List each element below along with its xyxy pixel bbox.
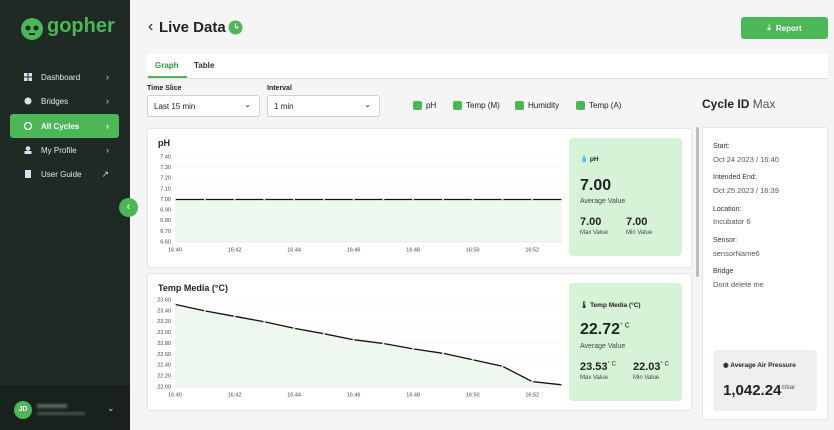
checkbox-label: Temp (M) — [466, 101, 500, 110]
stat-max: 23.53° C — [580, 361, 616, 373]
field-value: Oct 24 2023 / 16:40 — [713, 155, 779, 164]
tab-bar — [147, 54, 828, 79]
stat-average: 7.00 — [580, 177, 612, 194]
stat-max: 7.00 — [580, 216, 602, 228]
pressure-label-text: Average Air Pressure — [730, 362, 796, 369]
page-title: Live Data — [159, 19, 226, 36]
pressure-label: ◉ Average Air Pressure — [723, 362, 796, 369]
stat-card: 💧 pH 7.00 Average Value 7.00 Max Value 7… — [569, 138, 682, 256]
checkbox-label: Temp (A) — [589, 101, 622, 110]
cycle-label: Cycle ID — [702, 97, 750, 111]
stat-caption: Min Value — [633, 375, 660, 381]
back-arrow[interactable]: ‹ — [148, 18, 154, 35]
menu-item[interactable]: Bridges › — [10, 89, 119, 113]
stat-caption: Max Value — [580, 375, 608, 381]
menu-item[interactable]: Dashboard › — [10, 65, 119, 89]
time-slice-select[interactable]: Last 15 min ⌄ — [147, 95, 260, 117]
field-label: Sensor: — [713, 237, 738, 244]
menu-item[interactable]: All Cycles › — [10, 114, 119, 138]
filter-label: Time Slice — [147, 85, 182, 92]
avatar: JD — [14, 401, 32, 419]
stat-name-text: Temp Media (°C) — [590, 302, 641, 309]
cycle-id: Max — [752, 97, 776, 111]
stat-card: 🌡 Temp Media (°C) 22.72° C Average Value… — [569, 283, 682, 401]
report-label: Report — [775, 23, 802, 33]
menu-label: User Guide — [41, 169, 82, 179]
menu-label: Bridges — [41, 96, 69, 106]
checkbox-label: Humidity — [528, 101, 560, 110]
user-chevron: ⌄ — [107, 403, 115, 413]
stat-caption: Average Value — [580, 343, 626, 350]
unit: ° C — [620, 322, 630, 330]
unit: ° C — [660, 361, 669, 368]
field-label: Location: — [713, 206, 742, 213]
pressure-number: 1,042.24 — [723, 382, 782, 399]
checkbox-label: pH — [426, 101, 437, 110]
field-label: Start: — [713, 143, 730, 150]
stat-max-value: 23.53 — [580, 361, 608, 373]
menu-item[interactable]: My Profile › — [10, 138, 119, 162]
scrollbar[interactable] — [696, 127, 699, 277]
select-value: Last 15 min — [154, 102, 196, 111]
interval-select[interactable]: 1 min ⌄ — [267, 95, 380, 117]
cycle-panel: Start: Oct 24 2023 / 16:40 Intended End:… — [702, 127, 828, 420]
stat-name-text: pH — [589, 156, 599, 163]
stat-min: 22.03° C — [633, 361, 669, 373]
stat-caption: Average Value — [580, 198, 626, 205]
tab[interactable]: Table — [194, 61, 215, 70]
filter-label: Interval — [267, 85, 292, 92]
field-label: Bridge — [713, 268, 734, 275]
stat-name: 🌡 Temp Media (°C) — [580, 302, 641, 309]
field-value: Oct 25 2023 / 16:39 — [713, 186, 779, 195]
live-icon — [228, 20, 243, 35]
stat-average: 22.72° C — [580, 321, 630, 339]
menu-label: All Cycles — [41, 121, 80, 131]
field-label: Intended End: — [713, 174, 757, 181]
menu-label: My Profile — [41, 145, 77, 155]
checkbox[interactable]: Temp (A) — [576, 101, 621, 110]
checkbox[interactable]: Humidity — [515, 101, 559, 110]
stat-average-value: 22.72 — [580, 321, 621, 338]
user-area[interactable]: JD ⌄ — [0, 385, 130, 430]
cycle-heading: Cycle ID Max — [702, 97, 775, 111]
menu-item[interactable]: User Guide ↗ — [10, 162, 119, 186]
stat-caption: Min Value — [626, 230, 653, 236]
checkbox[interactable]: pH — [413, 101, 436, 110]
select-value: 1 min — [274, 102, 294, 111]
stat-min-value: 22.03 — [633, 361, 661, 373]
field-value: Incubator 6 — [713, 217, 751, 226]
logo-icon — [21, 18, 43, 40]
field-value: Dont delete me — [713, 280, 764, 289]
pressure-card: ◉ Average Air Pressure 1,042.24mbar — [713, 350, 817, 411]
pressure-value: 1,042.24mbar — [723, 382, 795, 399]
logo-text: gopher — [47, 15, 115, 37]
stat-name: 💧 pH — [580, 156, 599, 163]
menu-label: Dashboard — [41, 72, 81, 82]
report-button[interactable]: ⤓ Report — [741, 17, 828, 39]
tab-underline — [148, 76, 187, 78]
blurred-email — [37, 412, 85, 415]
stat-min: 7.00 — [626, 216, 648, 228]
unit: ° C — [607, 361, 616, 368]
chart-title: Temp Media (°C) — [158, 283, 228, 293]
chart-title: pH — [158, 138, 170, 148]
checkbox[interactable]: Temp (M) — [453, 101, 500, 110]
pressure-unit: mbar — [781, 385, 796, 391]
sidebar: gopher Dashboard › Bridges › All Cycles › M… — [0, 0, 130, 430]
stat-caption: Max Value — [580, 230, 608, 236]
tab[interactable]: Graph — [155, 61, 179, 70]
field-value: sensorName6 — [713, 249, 760, 258]
blurred-name — [37, 404, 67, 408]
collapse-button[interactable]: ‹ — [119, 198, 138, 217]
